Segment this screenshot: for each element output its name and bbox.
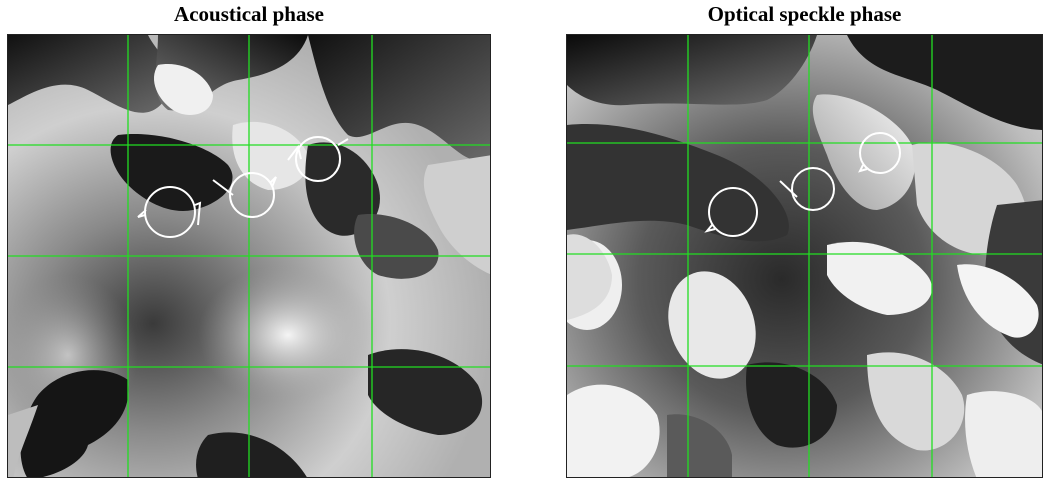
arrow-icon [137,209,147,218]
vortex-circle-3-icon [295,136,341,182]
optical-phase-image [567,35,1042,477]
optical-grid [567,35,1042,477]
arrow-icon [858,164,868,173]
arrow-icon [337,138,349,146]
vortex-circle-3-icon [859,132,901,174]
pointer-line-icon [779,180,798,198]
pointer-line-icon [212,179,234,196]
arrow-icon [287,144,302,161]
acoustical-vortex-markers [137,136,349,238]
acoustical-phase-image [8,35,490,477]
arrow-icon [194,201,202,226]
acoustical-grid [8,35,490,477]
acoustical-phase-map [7,34,491,478]
optical-speckle-phase-title: Optical speckle phase [707,2,902,26]
vortex-circle-2-icon [229,172,275,218]
acoustical-phase-title: Acoustical phase [174,2,324,26]
vortex-circle-2-icon [791,167,835,211]
arrow-icon [704,224,716,233]
optical-vortex-markers [704,132,901,237]
optical-speckle-phase-map [566,34,1043,478]
arrow-icon [269,176,277,188]
vortex-circle-1-icon [708,187,758,237]
